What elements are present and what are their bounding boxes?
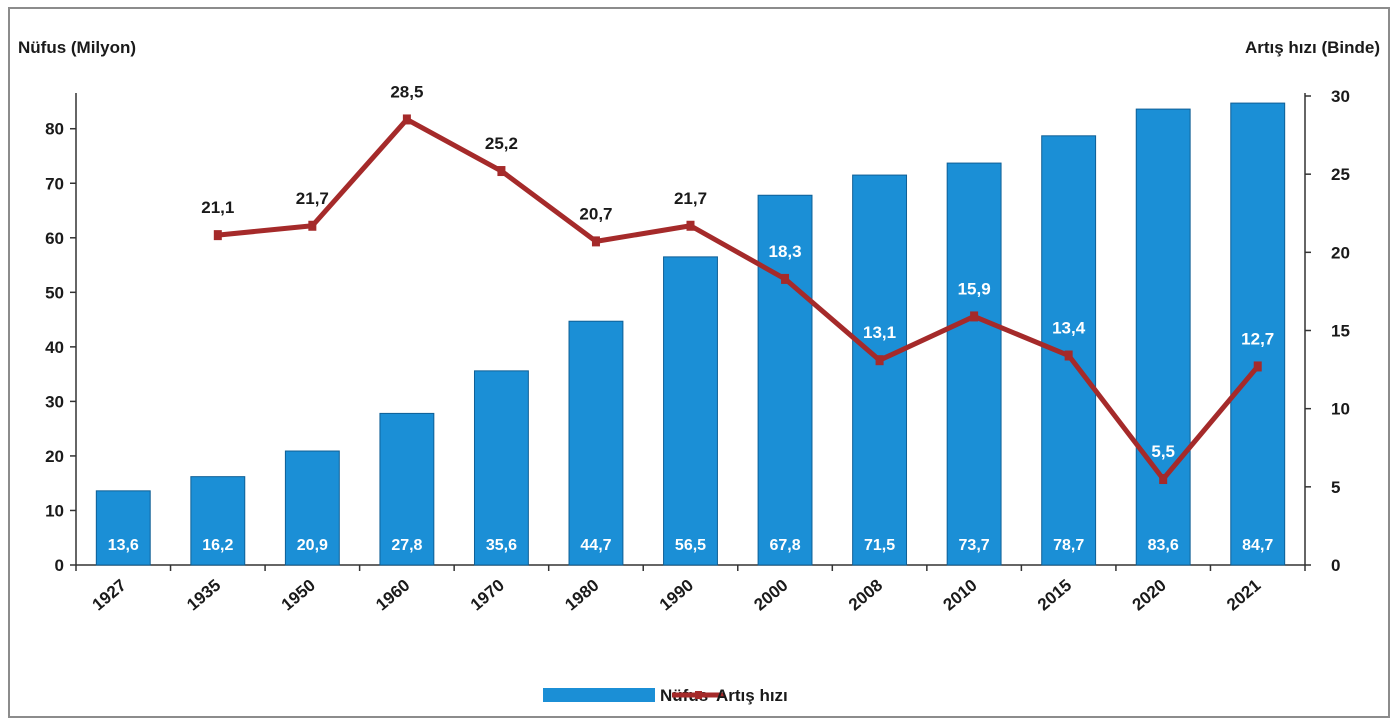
right-axis-tick-label: 30	[1331, 87, 1350, 106]
growth-rate-point	[875, 355, 884, 366]
bar	[663, 256, 718, 566]
left-axis-tick-label: 60	[45, 229, 64, 248]
bar-value-label: 35,6	[486, 537, 517, 554]
growth-rate-point	[686, 220, 695, 231]
bar-value-label: 20,9	[297, 537, 328, 554]
left-axis-title: Nüfus (Milyon)	[18, 38, 136, 57]
bar-value-label: 27,8	[391, 537, 422, 554]
bar-value-label: 13,6	[108, 537, 139, 554]
right-axis-tick-label: 15	[1331, 322, 1350, 341]
plot-area: 0 10 20 30 40 50 60 70 80 0 5 10 15 20 25 30 13,6 16,2 20,…	[45, 82, 1350, 614]
bar	[284, 450, 340, 566]
legend-label-line: Artış hızı	[716, 686, 788, 705]
x-axis-tick-label: 1990	[656, 576, 697, 615]
chart-frame: Nüfus (Milyon) Artış hızı (Binde) 0 10 20 3…	[8, 7, 1390, 718]
population-chart: Nüfus (Milyon) Artış hızı (Binde) 0 10 20 3…	[18, 38, 1380, 705]
x-axis-tick-label: 1980	[561, 576, 602, 615]
x-axis-tick-label: 2020	[1129, 576, 1170, 615]
legend-swatch-bar	[543, 688, 655, 702]
growth-rate-point	[497, 166, 506, 177]
growth-rate-label: 15,9	[958, 279, 991, 298]
bar-value-label: 73,7	[959, 537, 990, 554]
growth-rate-label: 20,7	[579, 204, 612, 223]
growth-rate-point	[591, 236, 600, 247]
bar	[190, 476, 246, 566]
right-axis-tick-label: 10	[1331, 400, 1350, 419]
bar-value-label: 78,7	[1053, 537, 1084, 554]
x-axis-tick-label: 1950	[278, 576, 319, 615]
x-axis-tick-label: 1960	[372, 576, 413, 615]
growth-rate-label: 18,3	[768, 242, 801, 261]
growth-rate-label: 12,7	[1241, 329, 1274, 348]
growth-rate-point	[1253, 361, 1262, 372]
bar	[95, 490, 151, 566]
bar-value-label: 84,7	[1242, 537, 1273, 554]
growth-rate-label: 13,1	[863, 323, 896, 342]
legend: Nüfus Artış hızı	[543, 686, 788, 705]
x-axis-tick-label: 2008	[845, 576, 886, 615]
legend-swatch-marker	[695, 691, 702, 699]
left-axis-tick-label: 10	[45, 501, 64, 520]
growth-rate-point	[781, 273, 790, 284]
left-axis-tick-label: 20	[45, 447, 64, 466]
right-axis-tick-label: 25	[1331, 165, 1350, 184]
bar-value-label: 56,5	[675, 537, 706, 554]
growth-rate-label: 21,7	[674, 189, 707, 208]
x-axis-tick-label: 2015	[1034, 576, 1075, 615]
right-axis-tick-label: 5	[1331, 478, 1340, 497]
x-axis-tick-label: 2021	[1223, 576, 1264, 615]
growth-rate-label: 25,2	[485, 134, 518, 153]
growth-rate-label: 13,4	[1052, 319, 1086, 338]
x-axis-tick-label: 1970	[467, 576, 508, 615]
x-axis-tick-label: 1927	[89, 576, 130, 615]
left-axis-tick-label: 80	[45, 120, 64, 139]
left-axis-tick-label: 70	[45, 174, 64, 193]
x-axis-tick-label: 1935	[183, 576, 224, 615]
left-axis-tick-label: 30	[45, 392, 64, 411]
x-axis-tick-label: 2010	[939, 576, 980, 615]
bar-value-label: 71,5	[864, 537, 895, 554]
growth-rate-point	[1064, 350, 1073, 361]
bar	[568, 320, 624, 566]
growth-rate-point	[970, 311, 979, 322]
bar	[1135, 108, 1191, 566]
growth-rate-point	[308, 220, 317, 231]
bar	[852, 174, 908, 566]
growth-rate-label: 21,1	[201, 198, 234, 217]
x-axis-tick-label: 2000	[750, 576, 791, 615]
growth-rate-point	[213, 230, 222, 241]
bar	[1230, 102, 1286, 566]
growth-rate-point	[402, 114, 411, 125]
left-axis-tick-label: 40	[45, 338, 64, 357]
growth-rate-label: 21,7	[296, 189, 329, 208]
left-axis-tick-label: 50	[45, 283, 64, 302]
right-axis-tick-label: 0	[1331, 556, 1340, 575]
growth-rate-label: 28,5	[390, 82, 423, 101]
growth-rate-point	[1159, 474, 1168, 485]
bar	[757, 194, 813, 566]
bar-value-label: 83,6	[1148, 537, 1179, 554]
right-axis-title: Artış hızı (Binde)	[1245, 38, 1380, 57]
bar-value-label: 44,7	[580, 537, 611, 554]
bar	[379, 412, 435, 566]
growth-rate-label: 5,5	[1151, 442, 1175, 461]
bar-value-label: 67,8	[769, 537, 800, 554]
left-axis-tick-label: 0	[55, 556, 64, 575]
right-axis-tick-label: 20	[1331, 243, 1350, 262]
bar-value-label: 16,2	[202, 537, 233, 554]
growth-rate-line	[217, 116, 1260, 482]
bar	[946, 162, 1002, 566]
bar	[473, 370, 529, 566]
